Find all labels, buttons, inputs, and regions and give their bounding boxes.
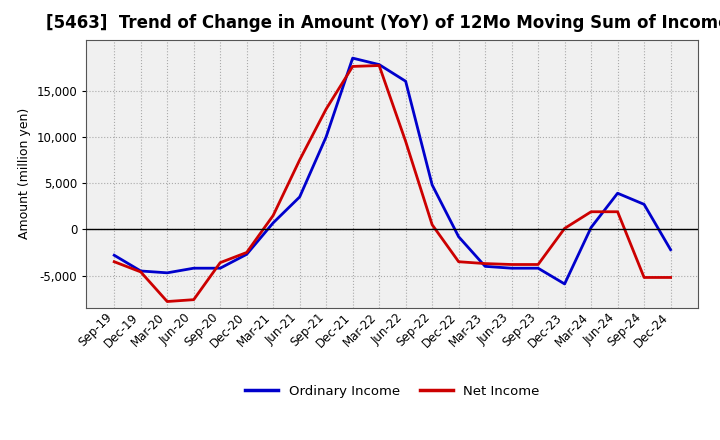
Title: [5463]  Trend of Change in Amount (YoY) of 12Mo Moving Sum of Incomes: [5463] Trend of Change in Amount (YoY) o… [45, 15, 720, 33]
Ordinary Income [481, 264, 490, 269]
Ordinary Income [295, 194, 304, 200]
Net Income [560, 226, 569, 231]
Net Income [110, 259, 119, 264]
Ordinary Income [428, 182, 436, 187]
Net Income [322, 106, 330, 112]
Net Income [454, 259, 463, 264]
Ordinary Income [508, 266, 516, 271]
Ordinary Income [534, 266, 542, 271]
Ordinary Income [322, 134, 330, 139]
Ordinary Income [640, 202, 649, 207]
Ordinary Income [163, 270, 171, 275]
Net Income [481, 261, 490, 266]
Net Income [136, 269, 145, 275]
Line: Ordinary Income: Ordinary Income [114, 58, 670, 284]
Y-axis label: Amount (million yen): Amount (million yen) [18, 108, 31, 239]
Ordinary Income [216, 266, 225, 271]
Net Income [587, 209, 595, 214]
Ordinary Income [348, 55, 357, 61]
Net Income [269, 213, 277, 218]
Ordinary Income [110, 253, 119, 258]
Ordinary Income [587, 225, 595, 230]
Ordinary Income [666, 247, 675, 252]
Ordinary Income [401, 79, 410, 84]
Net Income [189, 297, 198, 302]
Net Income [216, 260, 225, 265]
Net Income [401, 139, 410, 144]
Net Income [243, 250, 251, 255]
Line: Net Income: Net Income [114, 66, 670, 301]
Ordinary Income [269, 220, 277, 225]
Ordinary Income [136, 268, 145, 274]
Ordinary Income [375, 62, 384, 67]
Net Income [163, 299, 171, 304]
Net Income [640, 275, 649, 280]
Legend: Ordinary Income, Net Income: Ordinary Income, Net Income [240, 380, 545, 403]
Ordinary Income [613, 191, 622, 196]
Ordinary Income [454, 234, 463, 239]
Net Income [534, 262, 542, 267]
Net Income [348, 64, 357, 69]
Net Income [613, 209, 622, 214]
Net Income [295, 157, 304, 162]
Ordinary Income [189, 266, 198, 271]
Ordinary Income [560, 281, 569, 286]
Ordinary Income [243, 252, 251, 257]
Net Income [428, 222, 436, 227]
Net Income [666, 275, 675, 280]
Net Income [375, 63, 384, 68]
Net Income [508, 262, 516, 267]
